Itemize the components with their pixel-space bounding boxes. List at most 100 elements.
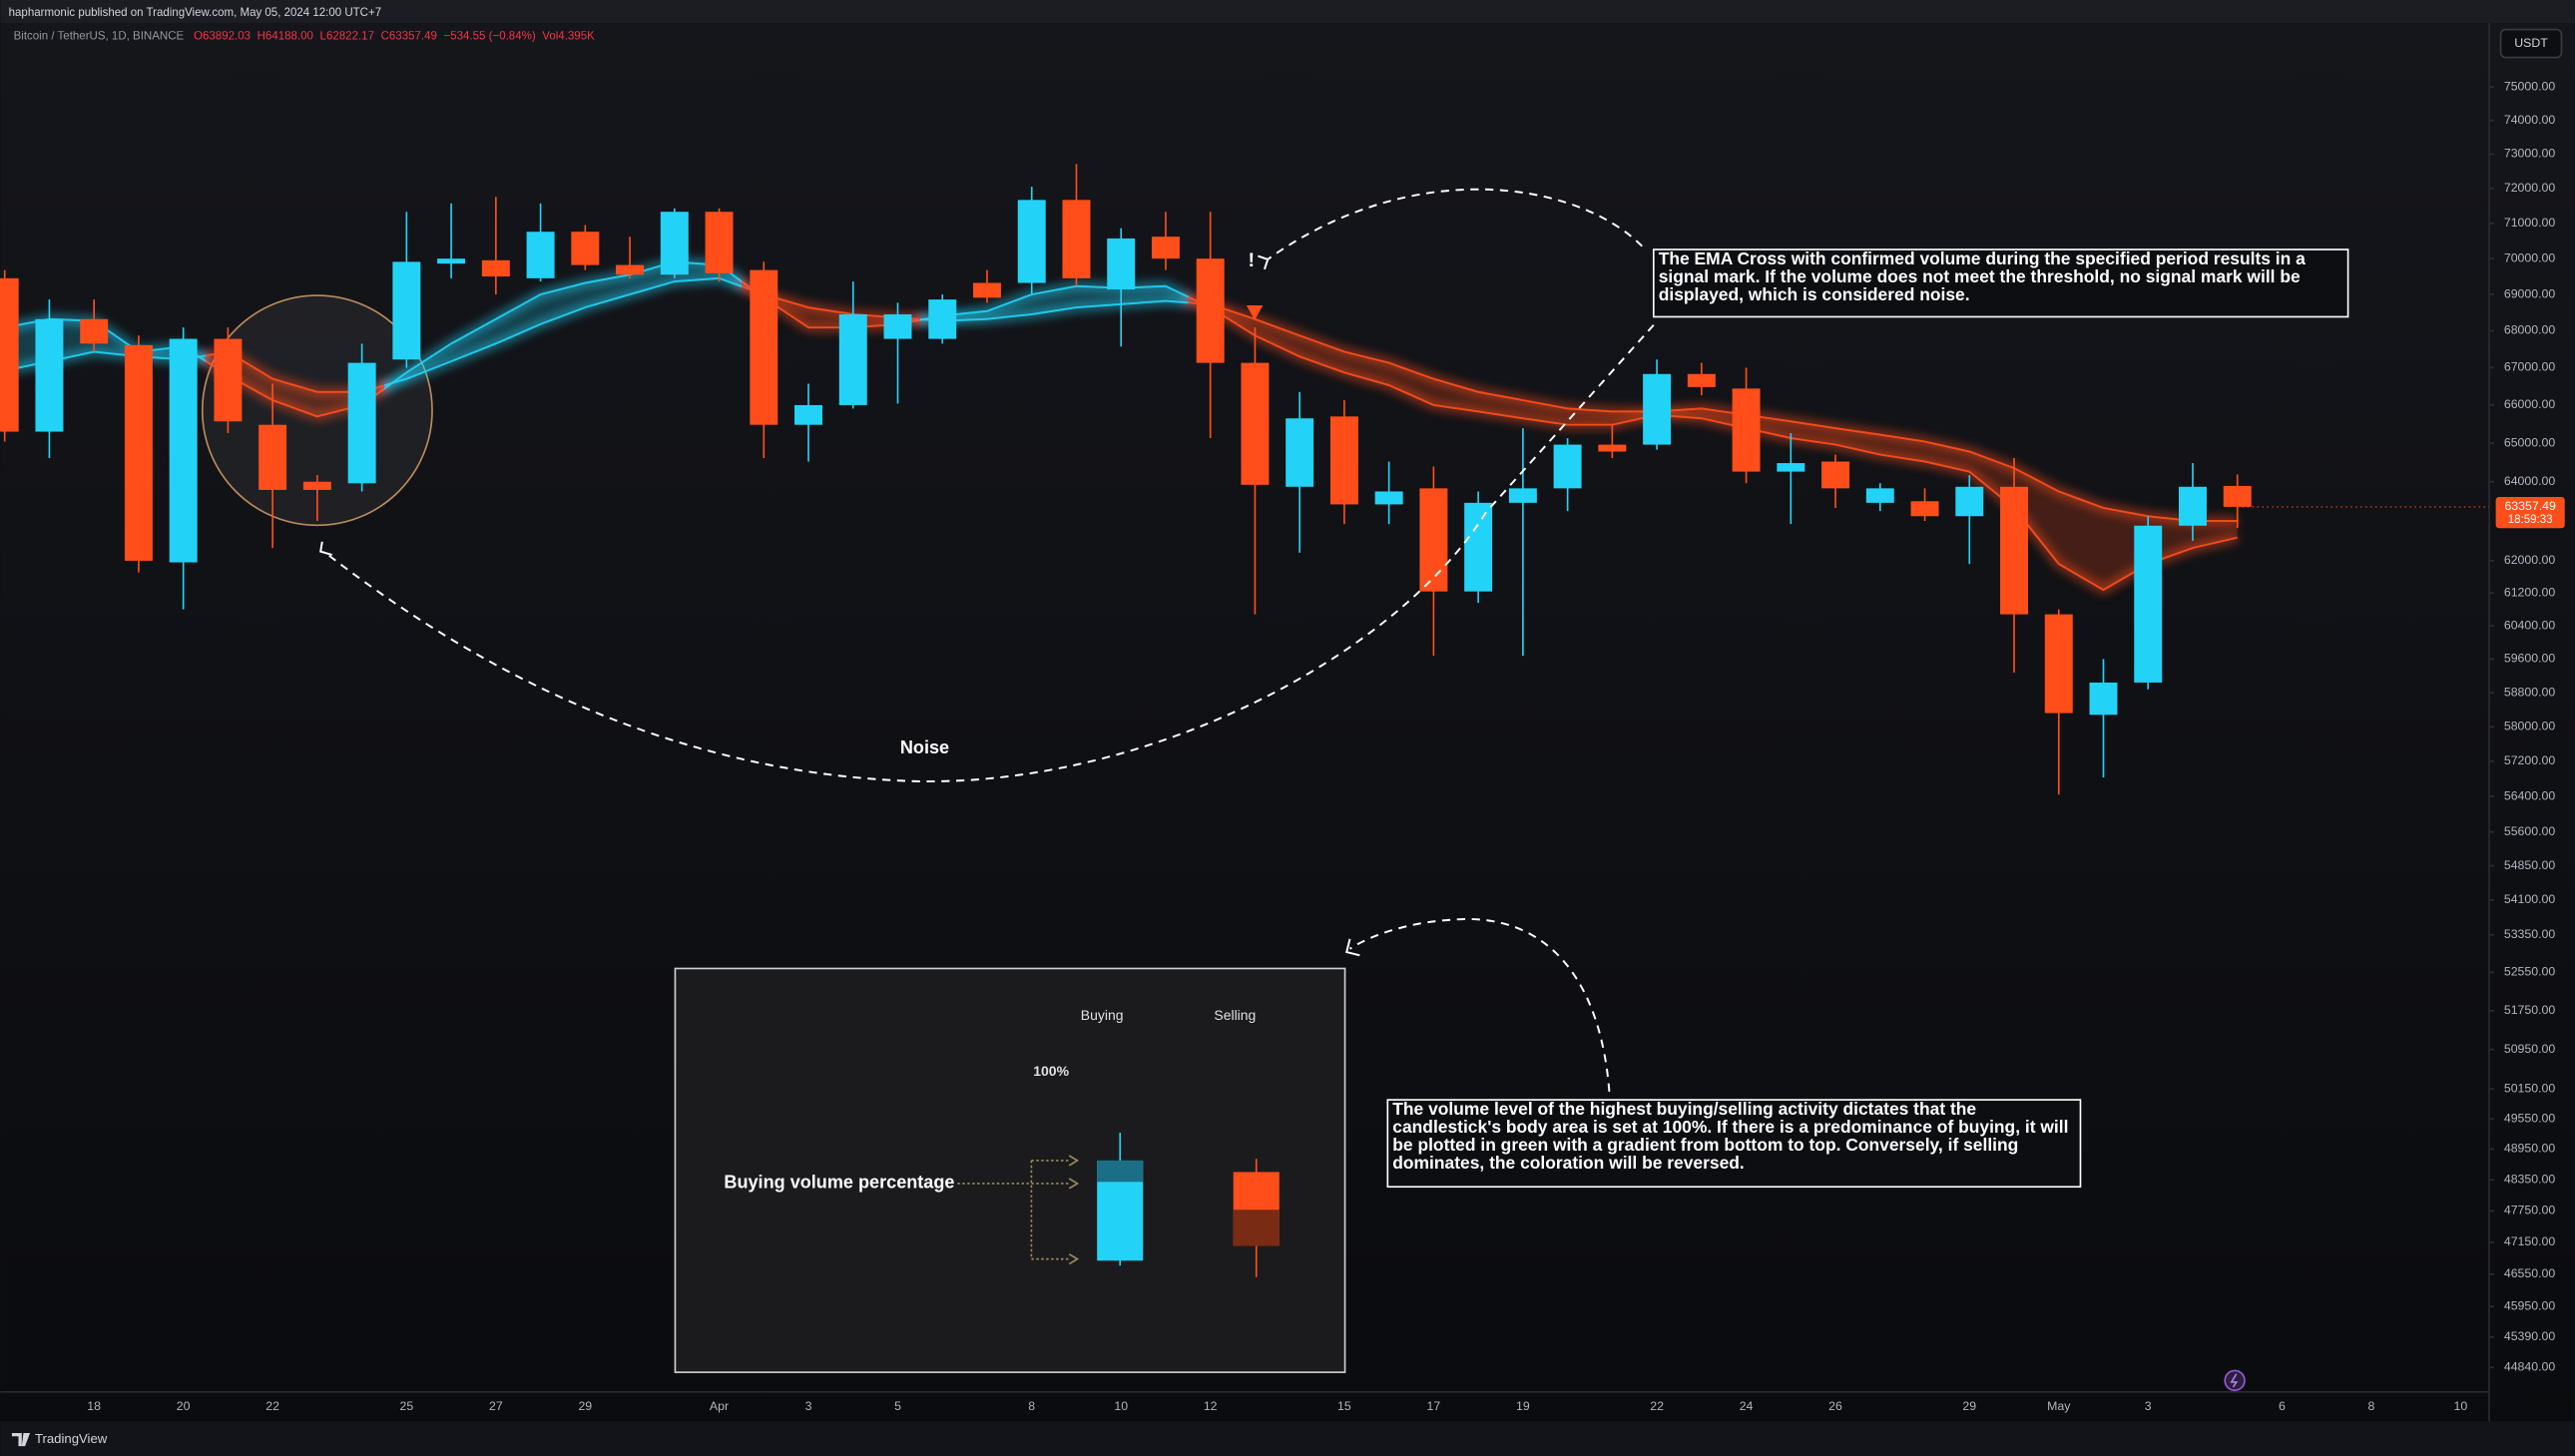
candle-body [392,261,421,360]
x-tick-label: 10 [2454,1399,2468,1413]
y-tick-label: 70000.00 [2504,250,2556,264]
currency-button[interactable] [2499,28,2563,59]
published-line: hapharmonic published on TradingView.com… [9,7,381,19]
lightning [2230,1373,2239,1388]
bracket-arrows [1068,1155,1080,1265]
candle-body [883,314,912,339]
candle-body [2223,485,2252,507]
candle-body [80,318,109,344]
y-tick-label: 58000.00 [2504,720,2556,733]
candle-body [1910,501,1939,517]
candle-body [616,264,645,275]
candle-body [1329,416,1358,505]
inset: Buying Selling 100% Buying volume percen… [674,967,1346,1373]
signal-mark: ! [1249,249,1256,271]
y-tick-label: 58800.00 [2504,685,2556,699]
legend-item: L62822.17 [319,31,374,43]
x-tick-label: 15 [1337,1399,1351,1413]
y-tick-label: 74000.00 [2504,113,2556,127]
x-tick-label: 10 [1114,1399,1128,1413]
candle-body [35,318,64,432]
inset-selling: Selling [1214,1007,1256,1023]
volume-note: The volume level of the highest buying/s… [1392,1100,2069,1174]
candle-body [1374,491,1403,505]
candle-body [1464,502,1493,592]
x-tick-label: 26 [1828,1399,1842,1413]
candle-body [169,338,198,563]
x-tick-label: 8 [2368,1399,2375,1413]
candle-body [1062,200,1091,278]
currency-label: USDT [2514,36,2548,50]
demo-candle-buy-part [1097,1160,1144,1183]
x-tick-label: 22 [265,1399,279,1413]
legend-item: C63357.49 [380,31,437,43]
x-tick-label: 22 [1650,1399,1664,1413]
candle-body [526,232,555,278]
y-tick-label: 50950.00 [2504,1042,2556,1056]
arrow-head [1345,938,1360,957]
candle-body [1732,388,1761,472]
candle-body [2134,525,2163,683]
candle-body [1017,200,1046,283]
candle-body [302,481,331,490]
arrows [322,188,1655,1092]
candle-body [214,338,243,422]
last-price-label: 63357.49 [2504,499,2556,513]
y-tick-label: 50150.00 [2504,1081,2556,1095]
candle-body [1196,258,1225,363]
y-tick-label: 71000.00 [2504,216,2556,230]
candle-layer [0,164,2252,795]
candle-body [1553,444,1582,489]
top-strip [0,0,2575,24]
y-tick-label: 61200.00 [2504,586,2556,600]
y-tick-label: 56400.00 [2504,788,2556,802]
y-tick-label: 46550.00 [2504,1266,2556,1280]
arrow-to-inset [1348,918,1611,1092]
y-tick-label: 51750.00 [2504,1003,2556,1017]
footer-bar [0,1421,2575,1456]
noise-label: Noise [900,737,949,757]
countdown-label: 18:59:33 [2508,514,2553,526]
x-tick-label: 20 [177,1399,191,1413]
y-tick-label: 75000.00 [2504,79,2556,93]
candle-body [437,258,466,264]
candle-body [0,277,19,432]
y-tick-label: 60400.00 [2504,618,2556,632]
y-tick-label: 72000.00 [2504,181,2556,195]
inset-pointer: Buying volume percentage [724,1173,954,1193]
note: The volume level of the highest buying/s… [1392,1100,2069,1174]
y-tick-label: 47150.00 [2504,1234,2556,1248]
y-tick-label: 59600.00 [2504,652,2556,666]
candle-body [481,259,510,277]
candle-body [1598,444,1627,452]
y-tick-label: 68000.00 [2504,323,2556,337]
legend-item: O63892.03 [194,31,252,43]
symbol: Bitcoin / TetherUS, 1D, BINANCE [13,31,185,43]
y-tick-label: 73000.00 [2504,147,2556,161]
candle-body [2000,486,2029,615]
candle-body [705,212,734,273]
cross-note: The EMA Cross with confirmed volume duri… [1658,249,2306,305]
x-tick-label: 8 [1028,1399,1035,1413]
candle-body [750,269,778,425]
lightning-icon[interactable] [2224,1369,2246,1392]
candle-body [571,232,600,265]
x-tick-label: 27 [489,1399,503,1413]
x-tick-label: 12 [1204,1399,1218,1413]
x-tick-label: 29 [1962,1399,1976,1413]
x-tick-label: 3 [2145,1399,2152,1413]
legend-item: Vol4.395K [542,31,595,43]
y-tick-label: 53350.00 [2504,927,2556,941]
x-tick-label: 24 [1740,1399,1754,1413]
y-tick-label: 54100.00 [2504,892,2556,906]
arrow-head [1258,254,1270,270]
candle-body [1419,488,1448,592]
candle-body [1687,373,1716,387]
y-tick-label: 66000.00 [2504,397,2556,411]
candle-body [1821,461,1850,489]
footer-logo [11,1432,31,1447]
candle-body [1508,488,1537,503]
note-box [1652,248,2349,318]
candle-body [973,282,1001,298]
